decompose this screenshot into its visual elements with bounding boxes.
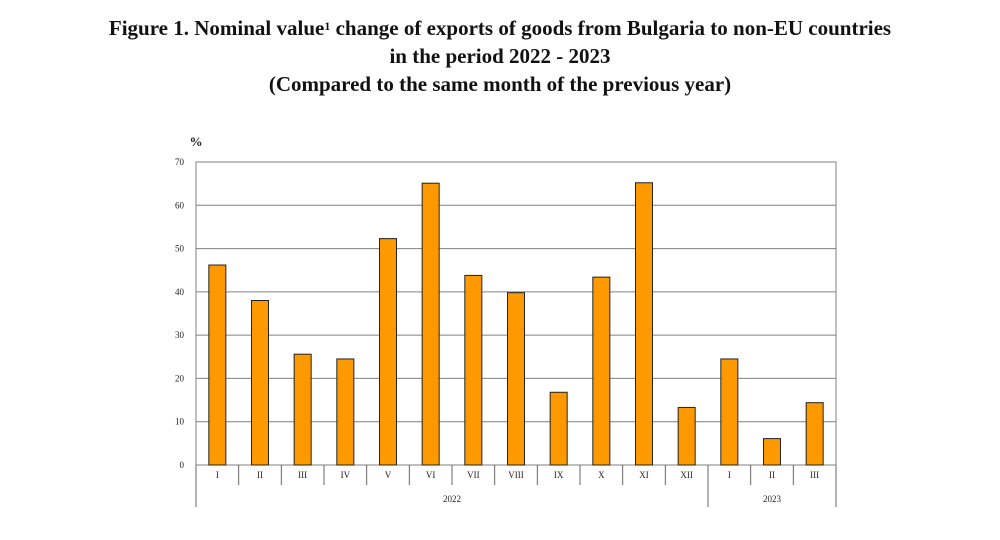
x-tick-label: XI — [639, 470, 649, 480]
bar — [507, 292, 525, 466]
title-footnote-mark: 1 — [324, 19, 331, 33]
x-tick-label: III — [298, 470, 307, 480]
x-tick-label: IV — [341, 470, 351, 480]
bar — [421, 182, 440, 466]
bar — [251, 300, 269, 466]
x-tick-label: I — [728, 470, 731, 480]
y-tick-label: 40 — [175, 287, 185, 297]
chart-title: Figure 1. Nominal value1 change of expor… — [0, 14, 1000, 98]
x-group-label: 2022 — [443, 494, 461, 504]
bar — [805, 402, 824, 466]
x-tick-label: II — [257, 470, 263, 480]
x-tick-label: X — [598, 470, 605, 480]
x-tick-label: VI — [426, 470, 436, 480]
y-tick-label: 30 — [175, 330, 185, 340]
y-tick-label: 60 — [175, 200, 185, 210]
bar — [208, 264, 227, 466]
bar — [549, 391, 568, 466]
x-tick-label: II — [769, 470, 775, 480]
y-tick-label: 70 — [175, 157, 185, 167]
x-tick-label: III — [810, 470, 819, 480]
title-line-2: in the period 2022 - 2023 — [389, 44, 611, 68]
y-tick-label: 50 — [175, 244, 185, 254]
bar — [763, 438, 781, 466]
x-group-label: 2023 — [763, 494, 782, 504]
bar — [720, 358, 739, 466]
bar — [336, 358, 355, 466]
x-tick-label: VIII — [508, 470, 524, 480]
bar — [635, 182, 653, 466]
x-tick-label: XII — [680, 470, 693, 480]
x-tick-label: I — [216, 470, 219, 480]
bar — [379, 238, 397, 466]
bar — [293, 353, 312, 466]
y-tick-label: 20 — [175, 373, 185, 383]
title-line-1-prefix: Figure 1. Nominal value — [108, 16, 325, 40]
y-axis-label: % — [190, 134, 203, 149]
x-tick-label: VII — [467, 470, 480, 480]
x-tick-label: V — [385, 470, 392, 480]
bar — [464, 274, 483, 466]
x-tick-label: IX — [554, 470, 564, 480]
bar — [677, 406, 696, 466]
bar — [592, 276, 611, 466]
y-tick-label: 10 — [175, 417, 185, 427]
title-line-3: (Compared to the same month of the previ… — [268, 72, 732, 96]
title-line-1-suffix: change of exports of goods from Bulgaria… — [330, 16, 892, 40]
y-tick-label: 0 — [180, 460, 185, 470]
title-line-1: Figure 1. Nominal value1 change of expor… — [0, 14, 1000, 42]
